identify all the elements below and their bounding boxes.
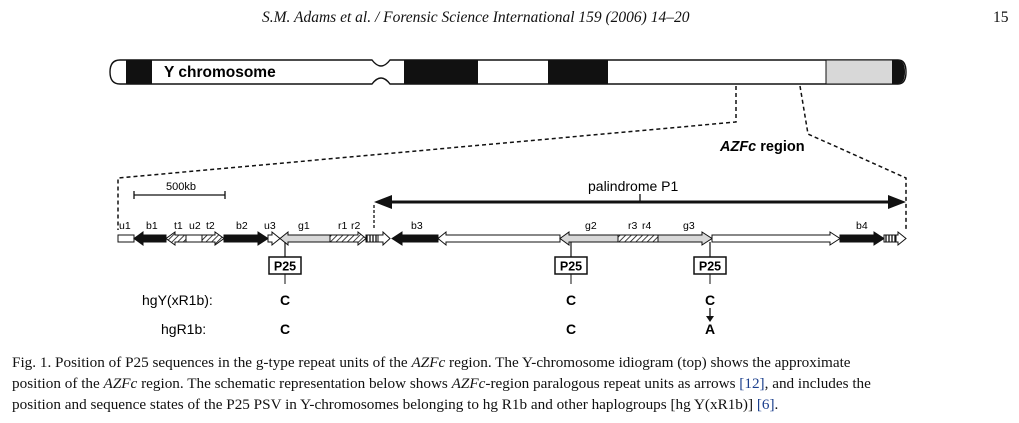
state-2-2: C: [566, 321, 576, 337]
citation-link-12[interactable]: [12]: [739, 375, 765, 392]
unit-labels: u1 b1 t1 u2 t2 b2 u3 g1 r1 r2 b3 g2 r3 r…: [119, 220, 868, 232]
unit-label-r2: r2: [351, 220, 360, 232]
unit-label-u1: u1: [119, 220, 131, 232]
unit-label-g3: g3: [683, 220, 695, 232]
scale-label: 500kb: [166, 181, 196, 193]
p25-marker-2: P25: [554, 242, 588, 284]
unit-right-small: [895, 230, 907, 247]
unit-label-t2: t2: [206, 220, 215, 232]
unit-label-r4: r4: [642, 220, 651, 232]
haplogroup-row-2: hgR1b: C C A: [161, 321, 715, 337]
azfc-region-label: AZFc region: [719, 139, 805, 155]
mutation-arrow: [706, 308, 714, 322]
unit-label-u3: u3: [264, 220, 276, 232]
running-head: S.M. Adams et al. / Forensic Science Int…: [262, 9, 690, 26]
chromosome-label: Y chromosome: [164, 64, 276, 81]
unit-g3: [657, 231, 713, 246]
caption-line-2: position of the AZFc region. The schemat…: [12, 375, 871, 392]
caption-line-1: Fig. 1. Position of P25 sequences in the…: [12, 354, 851, 371]
row-label-1: hgY(xR1b):: [142, 292, 213, 308]
unit-label-u2: u2: [189, 220, 201, 232]
unit-g2: [559, 231, 619, 246]
caption-line-3: position and sequence states of the P25 …: [12, 396, 779, 413]
p25-marker-1: P25: [268, 242, 302, 284]
unit-label-b3: b3: [411, 220, 423, 232]
unit-label-b4: b4: [856, 220, 868, 232]
unit-label-g1: g1: [298, 220, 310, 232]
state-2-1: C: [280, 321, 290, 337]
state-1-1: C: [280, 292, 290, 308]
zoom-lines: [117, 85, 907, 230]
citation-link-6[interactable]: [6]: [756, 396, 775, 413]
unit-label-t1: t1: [174, 220, 183, 232]
unit-b4: [839, 231, 885, 246]
unit-r3r4: [617, 234, 659, 243]
unit-t2: [201, 231, 225, 246]
state-2-3: A: [705, 321, 715, 337]
unit-label-r1: r1: [338, 220, 347, 232]
running-header: S.M. Adams et al. / Forensic Science Int…: [0, 9, 1019, 31]
unit-label-b2: b2: [236, 220, 248, 232]
unit-b3: [391, 231, 439, 246]
unit-g3-tail: [711, 231, 841, 246]
haplogroup-row-1: hgY(xR1b): C C C: [142, 292, 715, 308]
p25-label-2: P25: [560, 260, 582, 274]
unit-t1: [165, 231, 187, 246]
p25-label-1: P25: [274, 260, 296, 274]
state-1-3: C: [705, 292, 715, 308]
page-number: 15: [993, 9, 1009, 26]
unit-g1: [279, 230, 331, 247]
unit-label-r3: r3: [628, 220, 637, 232]
unit-label-g2: g2: [585, 220, 597, 232]
palindrome-p1: palindrome P1: [373, 178, 906, 230]
p25-label-3: P25: [699, 260, 721, 274]
unit-u2: [185, 234, 203, 243]
figure-caption: Fig. 1. Position of P25 sequences in the…: [12, 352, 1010, 415]
unit-left-stripe: [365, 234, 379, 243]
figure-azfc: Y chromosome AZFc region 500kb palindrom…: [109, 59, 907, 337]
unit-b3-tail: [437, 230, 561, 247]
repeat-unit-track: [117, 230, 907, 247]
unit-r1r2: [329, 230, 367, 247]
unit-right-stripe: [883, 234, 897, 243]
unit-label-b1: b1: [146, 220, 158, 232]
palindrome-label: palindrome P1: [588, 178, 678, 194]
chromosome-idiogram: Y chromosome: [109, 59, 907, 85]
unit-u3: [267, 230, 281, 247]
unit-left-small: [377, 230, 391, 247]
unit-b1: [133, 231, 167, 246]
unit-b2: [223, 231, 269, 246]
scale-bar: 500kb: [133, 181, 226, 199]
unit-u1: [117, 234, 135, 243]
p25-marker-3: P25: [693, 242, 727, 284]
state-1-2: C: [566, 292, 576, 308]
row-label-2: hgR1b:: [161, 321, 206, 337]
